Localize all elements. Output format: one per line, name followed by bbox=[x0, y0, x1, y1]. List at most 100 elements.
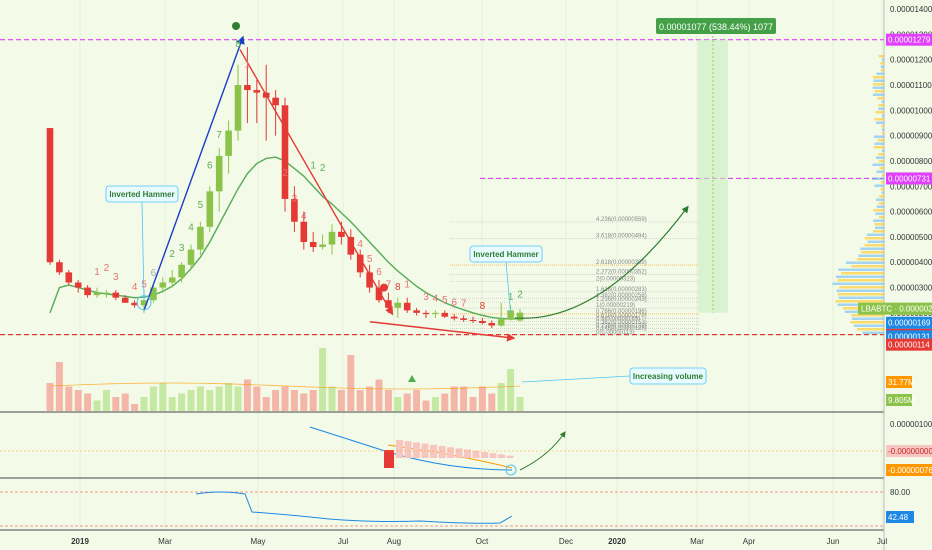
time-tick: Jul bbox=[338, 537, 348, 546]
td-count: 1 bbox=[94, 267, 100, 278]
volume-profile-bar bbox=[876, 122, 884, 125]
volume-profile-bar bbox=[874, 136, 884, 139]
volume-bar bbox=[451, 387, 458, 412]
price-tick: 0.00000600 bbox=[890, 208, 932, 217]
candle-body bbox=[178, 265, 185, 278]
volume-profile-bar bbox=[867, 234, 884, 237]
setup-marker bbox=[232, 22, 240, 30]
histogram-bar bbox=[456, 448, 463, 458]
td-count: 5 bbox=[442, 295, 448, 306]
volume-profile-bar bbox=[882, 132, 884, 135]
candle-body bbox=[470, 320, 477, 321]
volume-bar bbox=[479, 387, 486, 412]
volume-profile-bar bbox=[851, 265, 884, 268]
candle-body bbox=[460, 318, 467, 320]
candle-body bbox=[94, 293, 101, 296]
time-tick: Mar bbox=[690, 537, 704, 546]
volume-profile-bar bbox=[874, 146, 884, 149]
time-tick: Jun bbox=[827, 537, 840, 546]
candle-body bbox=[122, 298, 129, 303]
price-tick: 0.00000300 bbox=[890, 284, 932, 293]
volume-profile-bar bbox=[839, 286, 884, 289]
volume-bar bbox=[310, 390, 317, 411]
volume-bar bbox=[65, 387, 72, 412]
volume-bar bbox=[103, 390, 110, 411]
histogram-bar bbox=[481, 452, 488, 458]
candle-body bbox=[207, 191, 214, 226]
volume-profile-bar bbox=[865, 244, 884, 247]
td-count: 5 bbox=[198, 200, 204, 211]
volume-profile-bar bbox=[875, 185, 884, 188]
time-tick: Mar bbox=[158, 537, 172, 546]
hline-tag-text: 0.00001279 bbox=[888, 36, 931, 45]
volume-profile-bar bbox=[882, 192, 884, 195]
candle-body bbox=[395, 303, 402, 308]
inverted-hammer-label-1: Inverted Hammer bbox=[109, 190, 174, 199]
price-tag-text: LBABTC · 0.00000201 bbox=[861, 305, 932, 314]
volume-bar bbox=[56, 362, 63, 411]
time-tick: Dec bbox=[559, 537, 573, 546]
histogram-bar bbox=[396, 440, 403, 458]
volume-profile-bar bbox=[857, 258, 884, 261]
td-count: 7 bbox=[216, 130, 222, 141]
volume-bar bbox=[404, 394, 411, 412]
volume-bar bbox=[150, 387, 157, 412]
volume-profile-bar bbox=[875, 90, 884, 93]
volume-bar bbox=[488, 394, 495, 412]
volume-profile-bar bbox=[865, 237, 884, 240]
volume-profile-bar bbox=[837, 279, 884, 282]
volume-profile-bar bbox=[873, 209, 884, 212]
histogram-bar bbox=[507, 456, 514, 458]
volume-profile-bar bbox=[854, 325, 884, 328]
price-tick: 0.00001400 bbox=[890, 5, 932, 14]
candle-body bbox=[310, 242, 317, 247]
td-count: 8 bbox=[480, 301, 486, 312]
histogram-bar bbox=[498, 454, 505, 458]
volume-profile-bar bbox=[875, 143, 884, 146]
volume-bar bbox=[385, 390, 392, 411]
volume-profile-bar bbox=[877, 206, 884, 209]
target-label: 0.00001077 (538.44%) 1077 bbox=[659, 22, 773, 32]
td-count: 4 bbox=[188, 223, 194, 234]
td-count: 2 bbox=[104, 263, 110, 274]
td-count: 2 bbox=[169, 249, 175, 260]
histogram-bar bbox=[473, 451, 480, 458]
volume-bar bbox=[84, 394, 91, 412]
volume-bar bbox=[460, 387, 467, 412]
volume-profile-bar bbox=[881, 69, 884, 72]
volume-profile-bar bbox=[878, 153, 884, 156]
candle-body bbox=[47, 128, 54, 262]
candle-body bbox=[169, 277, 176, 282]
histogram-highlight bbox=[384, 450, 394, 468]
volume-tag-text: 9.805M bbox=[888, 396, 915, 405]
osc1-tag-text: -0.00000000 bbox=[888, 447, 932, 456]
candle-body bbox=[479, 321, 486, 323]
volume-bar bbox=[394, 397, 401, 411]
volume-profile-bar bbox=[838, 269, 884, 272]
fib-label: 1(0.00000219) bbox=[596, 303, 635, 309]
volume-profile-bar bbox=[876, 213, 884, 216]
volume-bar bbox=[112, 397, 119, 411]
volume-profile-bar bbox=[882, 115, 884, 118]
candle-body bbox=[338, 232, 345, 237]
time-tick: 2020 bbox=[608, 537, 626, 546]
inverted-hammer-label-2: Inverted Hammer bbox=[473, 250, 538, 259]
volume-profile-bar bbox=[873, 94, 884, 97]
td-count: 4 bbox=[132, 282, 138, 293]
volume-bar bbox=[517, 397, 524, 411]
td-count: 6 bbox=[151, 268, 157, 279]
volume-bar bbox=[441, 394, 448, 412]
volume-bar bbox=[432, 397, 439, 411]
volume-profile-bar bbox=[868, 241, 884, 244]
volume-bar bbox=[235, 387, 242, 412]
candle-body bbox=[413, 310, 420, 313]
price-tick: 0.00000500 bbox=[890, 233, 932, 242]
volume-profile-bar bbox=[879, 195, 884, 198]
volume-profile-bar bbox=[872, 178, 884, 181]
td-count: 2 bbox=[517, 290, 523, 301]
td-count: 6 bbox=[207, 161, 213, 172]
candle-body bbox=[66, 272, 73, 282]
fib-label: 2.272(0.00000352) bbox=[596, 269, 647, 275]
